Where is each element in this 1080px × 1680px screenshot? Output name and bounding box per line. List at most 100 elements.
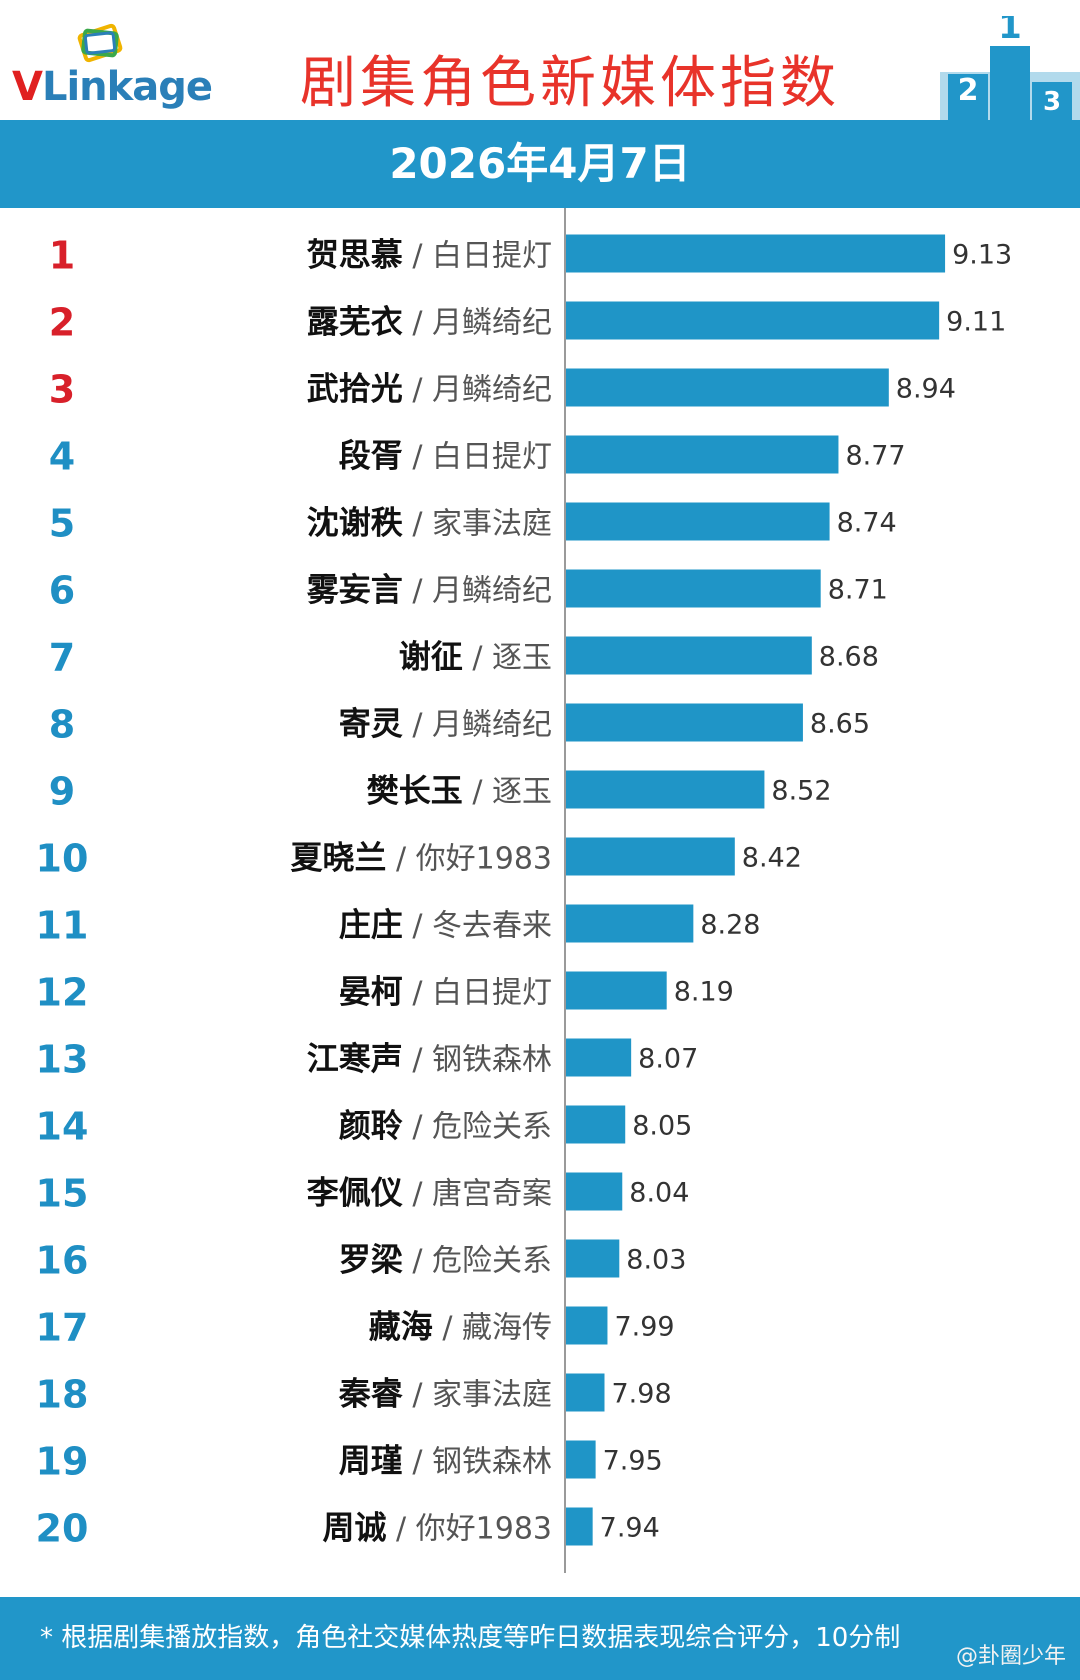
value-label: 8.19 bbox=[674, 977, 734, 1008]
row-label: 江寒声 / 钢铁森林 bbox=[307, 1040, 552, 1078]
bar bbox=[566, 301, 940, 340]
ranking-chart-svg: 1 贺思慕 / 白日提灯 9.13 2 露芜衣 / 月鳞绮纪 9.11 3 武拾光 / 月鳞绮… bbox=[36, 208, 1012, 1573]
row-label: 周瑾 / 钢铁森林 bbox=[339, 1442, 552, 1480]
logo-text: VLinkage bbox=[12, 64, 213, 110]
bar bbox=[566, 1239, 620, 1278]
drama-title: / 你好1983 bbox=[386, 842, 552, 877]
character-name: 晏柯 bbox=[339, 973, 403, 1011]
value-label: 7.95 bbox=[603, 1446, 663, 1477]
drama-title: / 冬去春来 bbox=[403, 909, 552, 944]
character-name: 沈谢秩 bbox=[307, 504, 403, 542]
character-name: 藏海 bbox=[369, 1308, 433, 1346]
footer-band: * 根据剧集播放指数，角色社交媒体热度等昨日数据表现综合评分，10分制 bbox=[0, 1597, 1080, 1680]
bar bbox=[566, 435, 839, 474]
rank-number: 17 bbox=[36, 1306, 89, 1350]
row-label: 李佩仪 / 唐宫奇案 bbox=[307, 1174, 552, 1212]
rank-number: 13 bbox=[36, 1038, 89, 1082]
bar bbox=[566, 1105, 626, 1144]
podium-icon: 2 1 3 bbox=[940, 16, 1080, 120]
value-label: 7.99 bbox=[614, 1312, 674, 1343]
rank-number: 18 bbox=[36, 1373, 89, 1417]
drama-title: / 危险关系 bbox=[403, 1244, 552, 1279]
bar bbox=[566, 368, 889, 407]
drama-title: / 唐宫奇案 bbox=[403, 1177, 552, 1212]
date-band: 2026年4月7日 bbox=[0, 120, 1080, 208]
rank-number: 7 bbox=[49, 636, 75, 680]
svg-text:3: 3 bbox=[1043, 87, 1061, 117]
character-name: 夏晓兰 bbox=[290, 839, 386, 877]
character-name: 贺思慕 bbox=[307, 236, 403, 274]
row-label: 寄灵 / 月鳞绮纪 bbox=[339, 705, 552, 743]
value-label: 8.77 bbox=[845, 441, 905, 472]
rank-number: 19 bbox=[36, 1440, 89, 1484]
bar bbox=[566, 234, 946, 273]
drama-title: / 钢铁森林 bbox=[403, 1043, 552, 1078]
row-label: 沈谢秩 / 家事法庭 bbox=[307, 504, 552, 542]
rank-number: 8 bbox=[49, 703, 75, 747]
bar bbox=[566, 1172, 623, 1211]
rank-number: 12 bbox=[36, 971, 89, 1015]
value-label: 8.05 bbox=[632, 1111, 692, 1142]
drama-title: / 逐玉 bbox=[463, 775, 552, 810]
value-label: 8.28 bbox=[700, 910, 760, 941]
row-label: 谢征 / 逐玉 bbox=[399, 638, 552, 676]
logo-cards-icon bbox=[77, 23, 123, 63]
character-name: 颜聆 bbox=[339, 1107, 403, 1145]
row-label: 武拾光 / 月鳞绮纪 bbox=[307, 370, 552, 408]
row-label: 晏柯 / 白日提灯 bbox=[339, 973, 552, 1011]
value-label: 7.94 bbox=[600, 1513, 660, 1544]
rank-number: 11 bbox=[36, 904, 89, 948]
drama-title: / 家事法庭 bbox=[403, 1378, 552, 1413]
value-label: 8.68 bbox=[819, 642, 879, 673]
date-label: 2026年4月7日 bbox=[389, 139, 691, 188]
character-name: 寄灵 bbox=[339, 705, 403, 743]
drama-title: / 钢铁森林 bbox=[403, 1445, 552, 1480]
bar bbox=[566, 770, 765, 809]
row-label: 贺思慕 / 白日提灯 bbox=[307, 236, 552, 274]
rank-number: 2 bbox=[49, 301, 75, 345]
rank-number: 4 bbox=[49, 435, 75, 479]
rank-number: 20 bbox=[36, 1507, 89, 1551]
bar bbox=[566, 569, 821, 608]
character-name: 露芜衣 bbox=[307, 303, 403, 341]
character-name: 段胥 bbox=[339, 437, 403, 475]
value-label: 8.42 bbox=[742, 843, 802, 874]
drama-title: / 藏海传 bbox=[433, 1311, 552, 1346]
bar bbox=[566, 1306, 608, 1345]
character-name: 周瑾 bbox=[339, 1442, 403, 1480]
value-label: 8.04 bbox=[629, 1178, 689, 1209]
value-label: 8.94 bbox=[896, 374, 956, 405]
drama-title: / 逐玉 bbox=[463, 641, 552, 676]
character-name: 樊长玉 bbox=[367, 772, 463, 810]
character-name: 谢征 bbox=[399, 638, 463, 676]
row-label: 露芜衣 / 月鳞绮纪 bbox=[307, 303, 552, 341]
rank-number: 3 bbox=[49, 368, 75, 412]
bar bbox=[566, 1507, 593, 1546]
bar bbox=[566, 502, 830, 541]
character-name: 庄庄 bbox=[339, 906, 403, 944]
bar bbox=[566, 636, 812, 675]
rank-number: 5 bbox=[49, 502, 75, 546]
value-label: 8.74 bbox=[837, 508, 897, 539]
row-label: 夏晓兰 / 你好1983 bbox=[290, 839, 552, 877]
character-name: 江寒声 bbox=[307, 1040, 403, 1078]
character-name: 武拾光 bbox=[307, 370, 403, 408]
drama-title: / 月鳞绮纪 bbox=[403, 708, 552, 743]
value-label: 8.65 bbox=[810, 709, 870, 740]
value-label: 8.03 bbox=[626, 1245, 686, 1276]
drama-title: / 你好1983 bbox=[386, 1512, 552, 1547]
watermark: @卦圈少年 bbox=[955, 1644, 1066, 1669]
character-name: 雾妄言 bbox=[307, 571, 403, 609]
ranking-chart: 1 贺思慕 / 白日提灯 9.13 2 露芜衣 / 月鳞绮纪 9.11 3 武拾光 / 月鳞绮… bbox=[0, 208, 1080, 1598]
footer-note: * 根据剧集播放指数，角色社交媒体热度等昨日数据表现综合评分，10分制 bbox=[40, 1623, 901, 1653]
row-label: 樊长玉 / 逐玉 bbox=[367, 772, 552, 810]
value-label: 9.11 bbox=[946, 307, 1006, 338]
rank-number: 16 bbox=[36, 1239, 89, 1283]
drama-title: / 月鳞绮纪 bbox=[403, 306, 552, 341]
row-label: 周诚 / 你好1983 bbox=[322, 1509, 552, 1547]
bar bbox=[566, 971, 667, 1010]
bar bbox=[566, 1440, 596, 1479]
svg-text:1: 1 bbox=[998, 16, 1022, 47]
value-label: 8.71 bbox=[828, 575, 888, 606]
vlinkage-logo: VLinkage bbox=[12, 20, 237, 110]
